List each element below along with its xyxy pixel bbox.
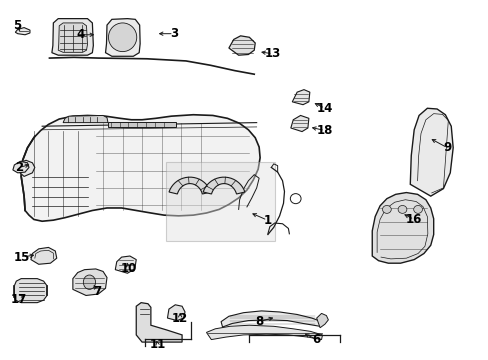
Text: 2: 2	[15, 161, 23, 174]
Polygon shape	[221, 311, 321, 327]
Text: 12: 12	[172, 311, 188, 325]
Polygon shape	[409, 108, 452, 196]
Polygon shape	[203, 177, 244, 194]
Text: 5: 5	[13, 19, 21, 32]
Polygon shape	[290, 116, 308, 132]
Polygon shape	[115, 256, 136, 273]
Text: 14: 14	[316, 102, 332, 115]
Polygon shape	[316, 314, 328, 328]
Polygon shape	[167, 305, 184, 320]
Bar	[165, 162, 275, 241]
Ellipse shape	[397, 206, 406, 213]
Polygon shape	[73, 269, 107, 296]
Text: 3: 3	[169, 27, 178, 40]
Text: 17: 17	[11, 293, 27, 306]
Polygon shape	[371, 193, 433, 263]
Text: 1: 1	[263, 214, 271, 227]
Ellipse shape	[382, 206, 390, 213]
Polygon shape	[136, 303, 182, 342]
Polygon shape	[52, 19, 93, 55]
Polygon shape	[292, 90, 309, 105]
Polygon shape	[16, 160, 35, 176]
Polygon shape	[228, 36, 255, 55]
Polygon shape	[15, 28, 30, 35]
Text: 4: 4	[76, 28, 84, 41]
Text: 7: 7	[93, 285, 101, 298]
Polygon shape	[14, 279, 47, 303]
Text: 11: 11	[149, 338, 165, 351]
Ellipse shape	[413, 206, 422, 213]
Ellipse shape	[83, 275, 95, 289]
Ellipse shape	[108, 23, 137, 51]
Text: 18: 18	[316, 124, 332, 137]
Polygon shape	[63, 116, 108, 123]
Polygon shape	[105, 19, 140, 56]
Text: 9: 9	[442, 141, 450, 154]
Text: 15: 15	[14, 251, 30, 264]
Polygon shape	[58, 23, 87, 52]
Polygon shape	[13, 161, 29, 173]
Polygon shape	[206, 325, 322, 339]
Text: 13: 13	[264, 47, 280, 60]
Text: 6: 6	[312, 333, 320, 346]
Polygon shape	[21, 115, 260, 221]
Text: 16: 16	[405, 213, 422, 226]
Bar	[108, 122, 176, 127]
Text: 8: 8	[254, 315, 263, 328]
Text: 10: 10	[120, 262, 136, 275]
Polygon shape	[31, 247, 57, 264]
Polygon shape	[169, 177, 210, 194]
